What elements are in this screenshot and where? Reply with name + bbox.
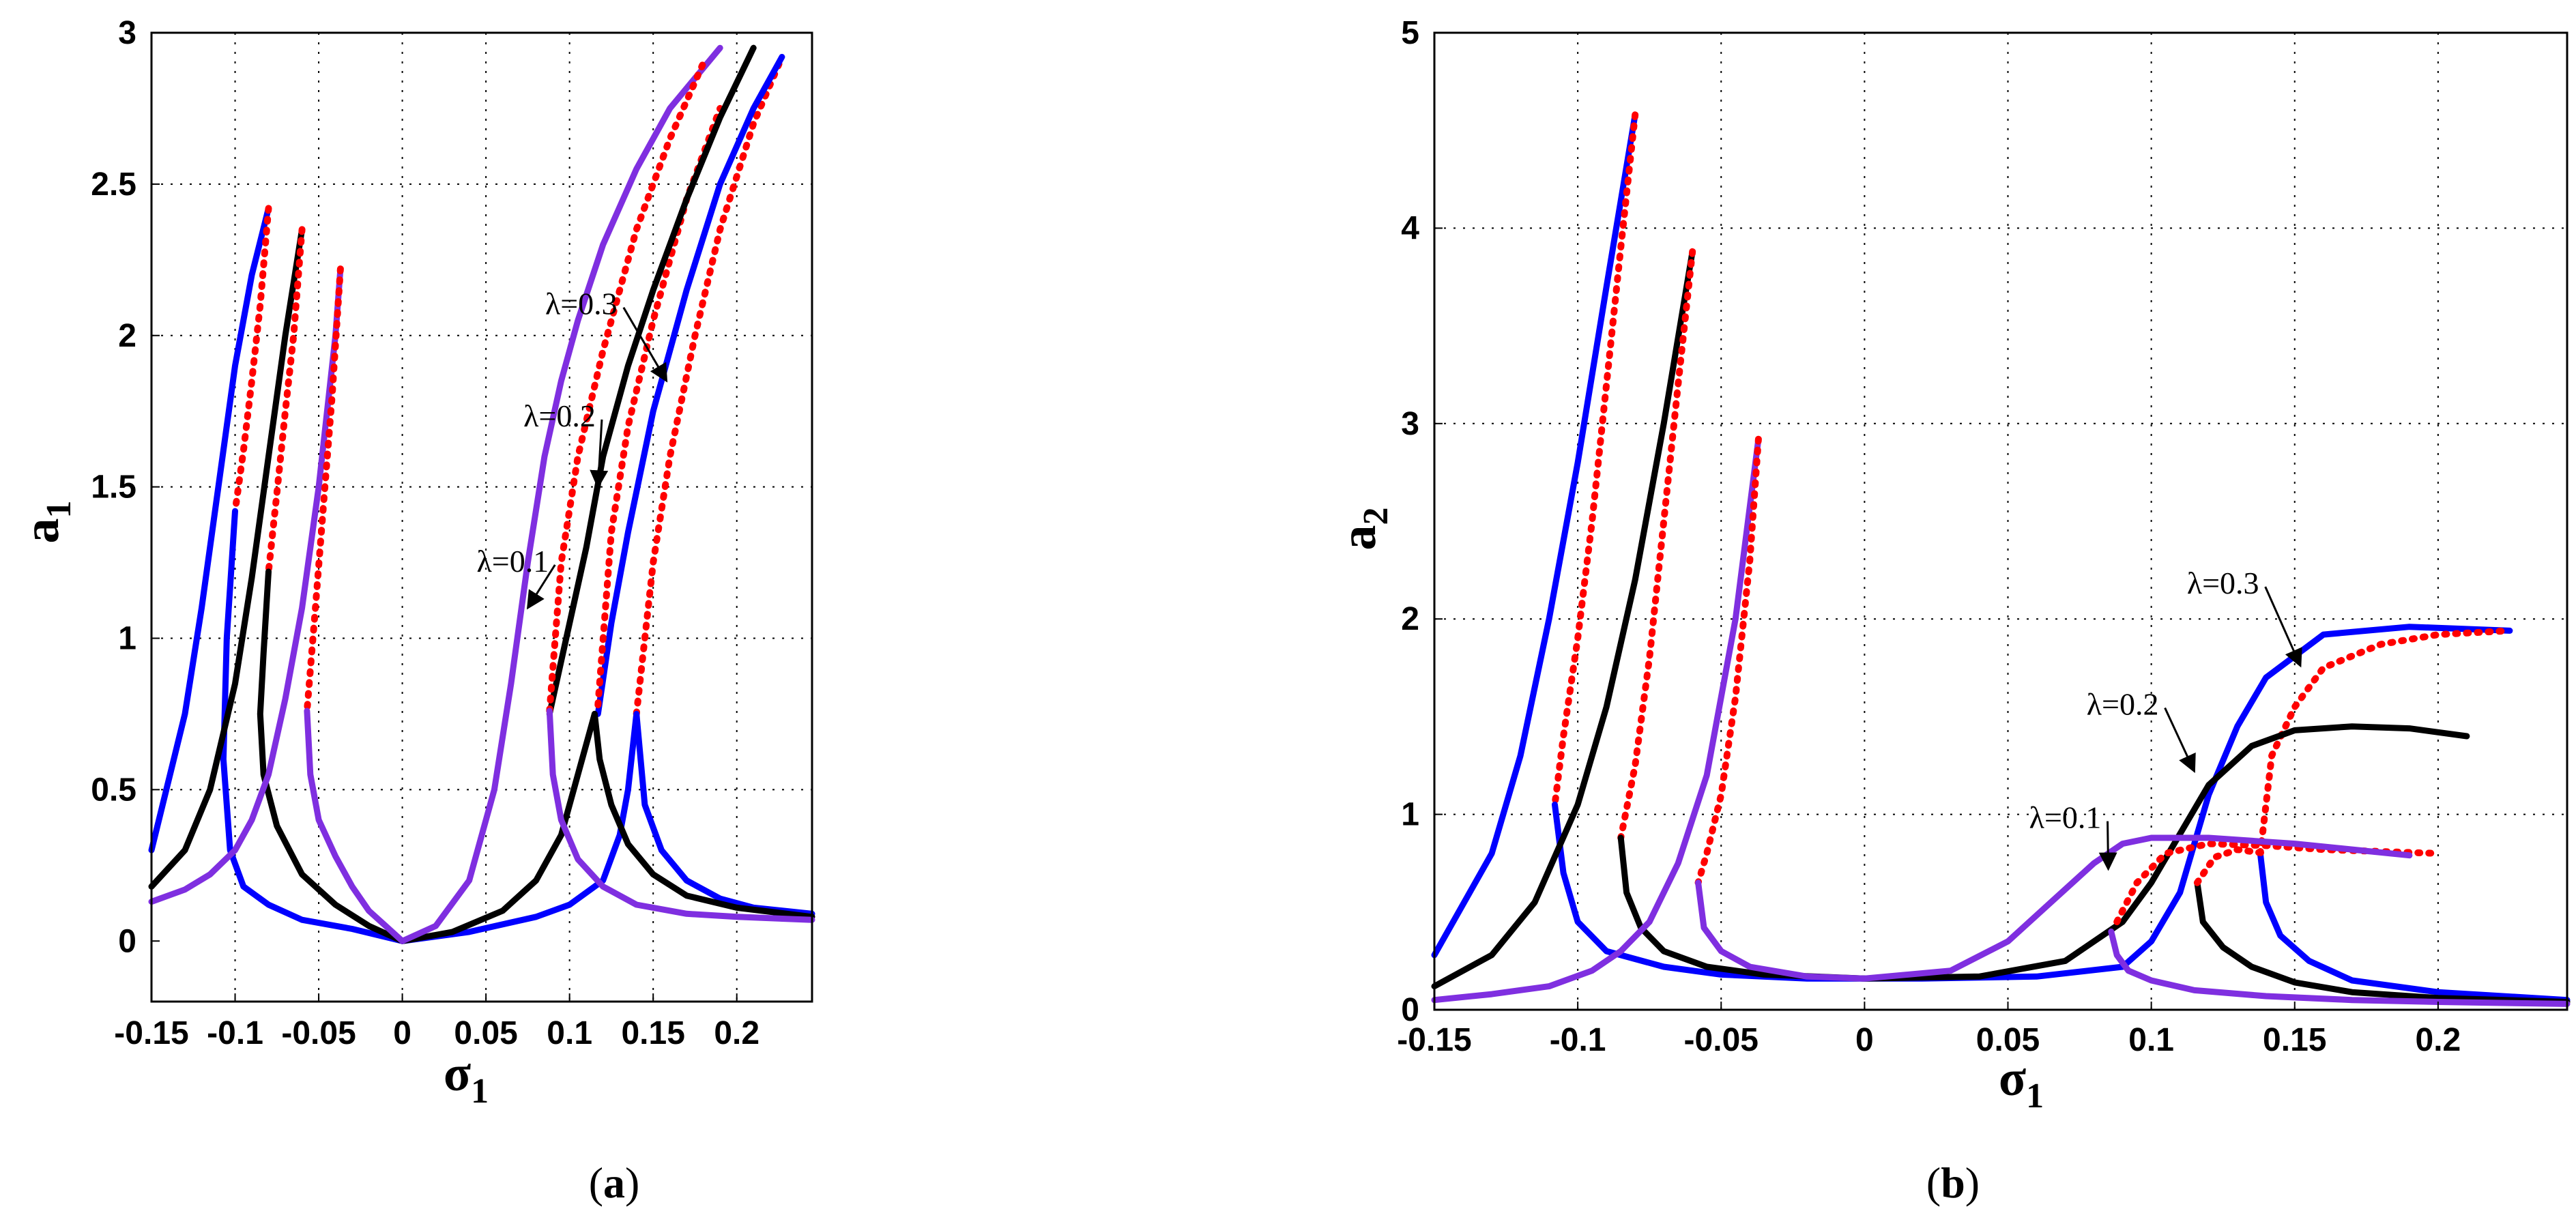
series-line xyxy=(1695,834,2413,982)
series-line xyxy=(1431,111,1638,959)
series-line xyxy=(220,508,406,944)
x-tick-label: 0.2 xyxy=(714,1015,759,1051)
x-tick-label: -0.05 xyxy=(1684,1022,1759,1058)
panel-b-plot-frame xyxy=(1433,31,2568,1011)
y-tick-label: 3 xyxy=(1401,406,1419,442)
series-line xyxy=(2257,627,2513,857)
series-line xyxy=(1551,111,1639,808)
panel-b-annotations: λ=0.3 λ=0.2 λ=0.1 xyxy=(2029,566,2302,871)
panel-a-y-ticks: 0 0.5 1 1.5 2 2.5 3 xyxy=(91,15,160,959)
panel-a-x-ticks: -0.15 -0.1 -0.05 0 0.05 0.1 0.15 0.2 xyxy=(114,993,759,1051)
series-line xyxy=(399,710,598,944)
y-tick-label: 2.5 xyxy=(91,166,136,203)
panel-b-x-ticks: -0.15 -0.1 -0.05 0 0.05 0.1 0.15 0.2 xyxy=(1397,1002,2461,1058)
panel-a-plot-frame xyxy=(150,31,813,1003)
annotation-arrow xyxy=(2164,707,2196,774)
annotation-label: λ=0.3 xyxy=(2187,566,2259,600)
series-line xyxy=(1694,435,1762,886)
y-tick-label: 2 xyxy=(118,318,136,354)
series-line xyxy=(304,708,406,944)
annotation-label: λ=0.1 xyxy=(476,544,549,579)
annotation-arrow xyxy=(526,564,556,610)
series-line xyxy=(399,710,640,944)
series-line xyxy=(1617,248,1696,841)
series-line xyxy=(1431,248,1696,990)
x-tick-label: 0.15 xyxy=(621,1015,684,1051)
x-tick-label: -0.15 xyxy=(114,1015,188,1051)
series-line xyxy=(594,104,724,709)
x-tick-label: -0.1 xyxy=(1550,1022,1606,1058)
series-line xyxy=(265,226,306,575)
series-line xyxy=(303,265,344,714)
x-tick-label: 0.1 xyxy=(547,1015,592,1051)
panel-b-x-axis-label: σ1 xyxy=(1999,1051,2044,1116)
annotation-arrow xyxy=(2098,821,2117,871)
series-line xyxy=(1431,436,1762,1004)
y-tick-label: 0 xyxy=(118,923,136,959)
panel-b-chart: -0.15 -0.1 -0.05 0 0.05 0.1 0.15 0.2 0 1 2 3 4 5 λ=0… xyxy=(1331,15,2571,1207)
panel-a-caption: (a) xyxy=(589,1159,640,1207)
y-tick-label: 5 xyxy=(1401,15,1419,51)
x-tick-label: 0.2 xyxy=(2416,1022,2461,1058)
series-line xyxy=(594,54,785,717)
panel-b-y-ticks: 0 1 2 3 4 5 xyxy=(1401,15,1443,1028)
panel-a-y-axis-label: a1 xyxy=(14,501,78,544)
panel-b-series xyxy=(1431,111,2571,1007)
panel-a-series xyxy=(148,44,815,944)
y-tick-label: 3 xyxy=(118,15,136,51)
series-line xyxy=(546,708,815,923)
y-tick-label: 1 xyxy=(118,621,136,657)
annotation-arrow xyxy=(622,306,668,383)
x-tick-label: 0.05 xyxy=(454,1015,517,1051)
x-tick-label: -0.15 xyxy=(1397,1022,1471,1058)
x-tick-label: 0.1 xyxy=(2128,1022,2174,1058)
series-line xyxy=(231,205,272,515)
x-tick-label: 0.05 xyxy=(1976,1022,2040,1058)
y-tick-label: 4 xyxy=(1401,210,1419,246)
panel-a-chart: -0.15 -0.1 -0.05 0 0.05 0.1 0.15 0.2 0 0.5 1 1.5 2 2… xyxy=(14,15,815,1207)
annotation-label: λ=0.2 xyxy=(523,398,596,433)
series-line xyxy=(2194,879,2571,1005)
y-tick-label: 2 xyxy=(1401,601,1419,637)
x-tick-label: -0.05 xyxy=(281,1015,356,1051)
panel-b-y-axis-label: a2 xyxy=(1331,508,1395,551)
x-tick-label: 0.15 xyxy=(2263,1022,2326,1058)
panel-b-caption: (b) xyxy=(1926,1159,1980,1207)
x-tick-label: 0 xyxy=(393,1015,411,1051)
panel-b-grid xyxy=(1434,33,2567,1010)
series-line xyxy=(546,59,707,714)
series-line xyxy=(591,710,815,920)
y-tick-label: 0 xyxy=(1401,992,1419,1028)
series-line xyxy=(2193,846,2270,886)
y-tick-label: 1 xyxy=(1401,797,1419,833)
annotation-label: λ=0.2 xyxy=(2087,687,2159,722)
panel-a-grid xyxy=(151,33,812,1002)
panel-a-x-axis-label: σ1 xyxy=(444,1046,489,1111)
x-tick-label: -0.1 xyxy=(207,1015,263,1051)
series-line xyxy=(2108,928,2571,1007)
series-line xyxy=(633,53,785,718)
series-line xyxy=(399,44,723,944)
series-line xyxy=(1617,723,2470,982)
series-line xyxy=(2257,850,2571,1004)
annotation-arrow xyxy=(590,419,609,489)
x-tick-label: 0 xyxy=(1855,1022,1874,1058)
y-tick-label: 0.5 xyxy=(91,772,136,808)
annotation-label: λ=0.1 xyxy=(2029,800,2102,835)
panel-a-annotations: λ=0.3 λ=0.2 λ=0.1 xyxy=(476,287,668,610)
annotation-label: λ=0.3 xyxy=(545,287,618,321)
annotation-arrow xyxy=(2264,586,2302,668)
series-line xyxy=(148,226,306,890)
series-line xyxy=(148,205,272,854)
y-tick-label: 1.5 xyxy=(91,469,136,506)
series-line xyxy=(148,265,344,905)
series-line xyxy=(546,44,757,717)
series-line xyxy=(257,568,406,944)
